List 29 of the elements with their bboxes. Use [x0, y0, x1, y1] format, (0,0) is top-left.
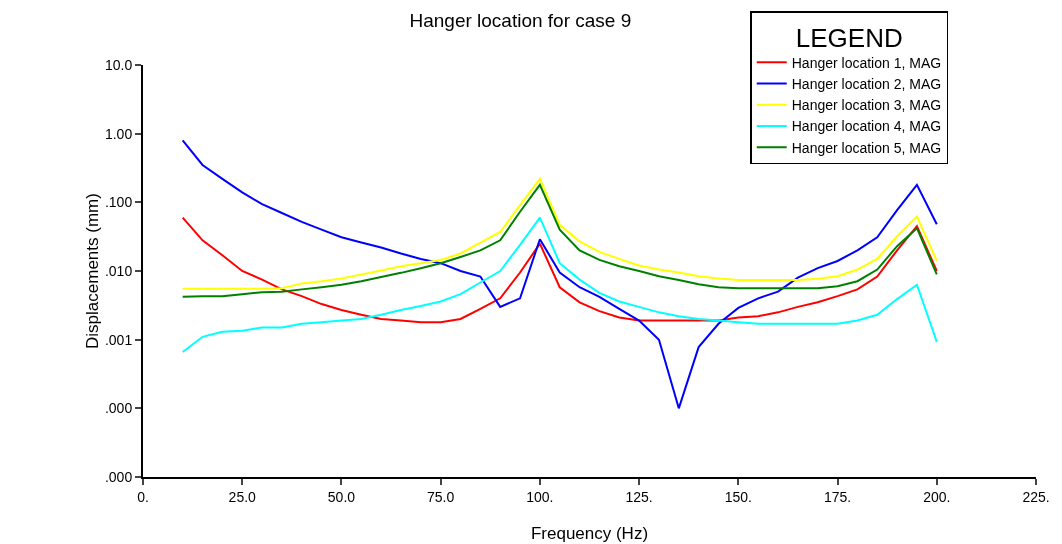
y-tick-label: .001 — [104, 331, 133, 348]
y-tick-label: 10.0 — [104, 56, 133, 73]
legend-label: Hanger location 3, MAG — [791, 97, 942, 114]
y-tick-label: .100 — [104, 194, 133, 211]
line-series — [181, 216, 938, 324]
x-tick-label: 200. — [923, 488, 951, 505]
line-series — [181, 216, 938, 354]
x-tick-label: 75.0 — [427, 488, 455, 505]
x-tick-label: 225. — [1022, 488, 1050, 505]
legend-label: Hanger location 2, MAG — [791, 76, 942, 92]
legend-label: Hanger location 1, MAG — [791, 54, 942, 71]
x-tick-label: 50.0 — [327, 488, 356, 505]
line-series — [181, 139, 938, 410]
legend-label: Hanger location 4, MAG — [791, 118, 942, 135]
x-tick-label: 25.0 — [228, 488, 257, 505]
x-axis-title: Frequency (Hz) — [530, 524, 649, 543]
y-axis-title: Displacements (mm) — [83, 193, 102, 349]
chart-title: Hanger location for case 9 — [409, 9, 632, 31]
x-tick-label: 175. — [823, 488, 852, 505]
y-tick-label: .000 — [104, 468, 133, 485]
legend-label: Hanger location 5, MAG — [791, 139, 942, 156]
y-tick-label: .010 — [104, 262, 133, 279]
y-tick-label: 1.00 — [104, 125, 133, 142]
x-tick-label: 150. — [724, 488, 752, 505]
x-tick-label: 0. — [137, 488, 149, 505]
x-tick-label: 125. — [625, 488, 653, 505]
x-tick-label: 100. — [526, 488, 554, 505]
legend-title: LEGEND — [795, 22, 903, 53]
y-tick-label: .000 — [104, 400, 133, 417]
